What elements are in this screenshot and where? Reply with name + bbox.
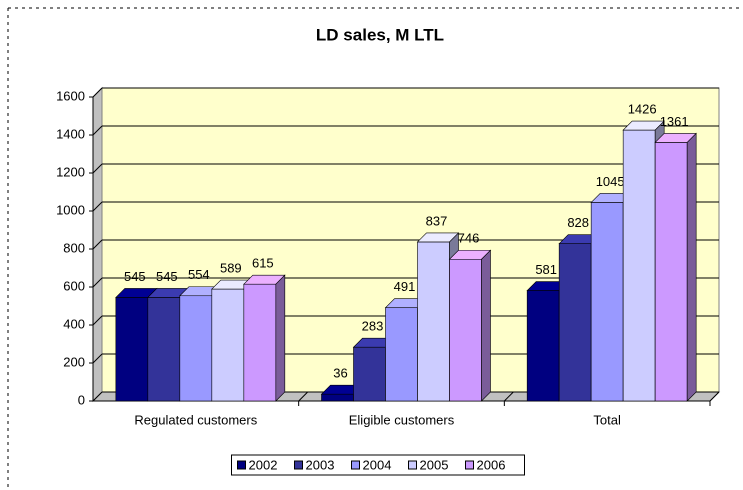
bar: [590, 202, 624, 402]
grid-line: [92, 163, 103, 174]
data-label: 283: [362, 319, 384, 334]
bar: [622, 129, 656, 402]
bar: [385, 307, 418, 402]
data-label: 545: [124, 269, 146, 284]
data-label: 615: [252, 256, 274, 271]
data-label: 589: [220, 261, 242, 276]
bar: [526, 290, 560, 402]
bar-side: [481, 249, 491, 402]
y-tick-label: 400: [63, 316, 85, 331]
tick-mark: [709, 391, 720, 402]
legend-swatch: [465, 460, 474, 470]
data-label: 545: [156, 269, 178, 284]
data-label: 1045: [596, 174, 625, 189]
x-tick-label: Total: [593, 412, 621, 427]
legend-label: 2002: [249, 457, 278, 472]
data-label: 1426: [628, 101, 657, 116]
data-label: 581: [535, 262, 557, 277]
bar-side: [275, 274, 286, 402]
bar: [353, 346, 386, 402]
legend-box: [231, 454, 525, 476]
bar: [558, 243, 592, 402]
data-label: 1361: [660, 114, 689, 129]
grid-line: [92, 315, 103, 326]
bar: [417, 241, 450, 402]
y-tick-label: 0: [78, 392, 85, 407]
legend-label: 2004: [363, 457, 392, 472]
bar: [147, 297, 181, 402]
grid-line: [92, 87, 103, 98]
bar: [654, 142, 688, 402]
legend-swatch: [351, 460, 360, 470]
data-label: 837: [426, 213, 448, 228]
x-tick-label: Eligible customers: [349, 412, 455, 427]
legend-swatch: [408, 460, 417, 470]
y-tick-label: 1600: [56, 88, 85, 103]
bar: [321, 393, 354, 402]
chart-title: LD sales, M LTL: [316, 25, 444, 44]
y-tick-label: 800: [63, 240, 85, 255]
y-tick-label: 1200: [56, 164, 85, 179]
grid-line: [92, 239, 103, 250]
y-tick-label: 200: [63, 354, 85, 369]
bar: [179, 295, 213, 402]
legend-label: 2005: [420, 457, 449, 472]
legend-swatch: [237, 460, 246, 470]
grid-line: [92, 277, 103, 288]
data-label: 36: [333, 366, 347, 381]
grid-line: [92, 125, 103, 136]
y-tick-label: 1400: [56, 126, 85, 141]
data-label: 828: [567, 215, 589, 230]
bar: [211, 288, 245, 402]
bar: [449, 258, 482, 402]
legend-label: 2003: [306, 457, 335, 472]
x-tick-label: Regulated customers: [134, 412, 257, 427]
bar: [115, 297, 149, 402]
legend-swatch: [294, 460, 303, 470]
grid-line: [92, 201, 103, 212]
y-tick-label: 600: [63, 278, 85, 293]
legend-label: 2006: [477, 457, 506, 472]
grid-line: [92, 353, 103, 364]
data-label: 746: [458, 231, 480, 246]
data-label: 554: [188, 267, 210, 282]
bar: [243, 283, 277, 402]
y-tick-label: 1000: [56, 202, 85, 217]
data-label: 491: [394, 279, 416, 294]
bar-side: [686, 132, 697, 402]
tick-mark: [298, 391, 309, 402]
grid-line: [92, 391, 103, 402]
tick-mark: [503, 391, 514, 402]
